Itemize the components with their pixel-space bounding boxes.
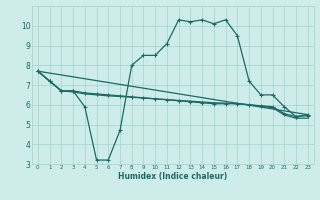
X-axis label: Humidex (Indice chaleur): Humidex (Indice chaleur) [118, 172, 228, 181]
